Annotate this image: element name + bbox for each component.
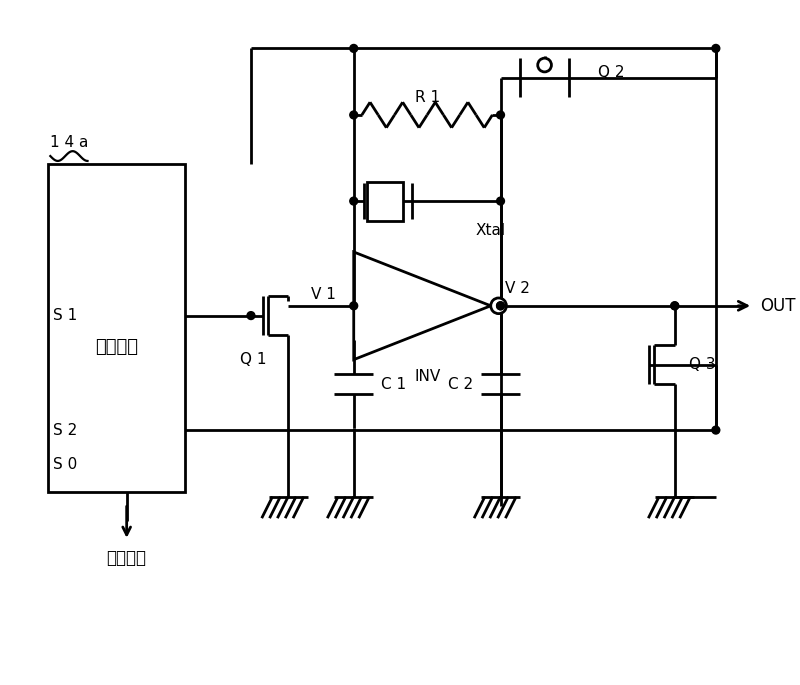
Circle shape xyxy=(712,426,720,434)
Circle shape xyxy=(247,312,255,319)
Circle shape xyxy=(497,197,505,205)
Circle shape xyxy=(671,302,678,310)
Circle shape xyxy=(490,298,506,314)
Text: S 1: S 1 xyxy=(54,308,78,323)
Circle shape xyxy=(712,45,720,52)
Circle shape xyxy=(350,302,358,310)
Text: Q 3: Q 3 xyxy=(690,357,716,372)
Text: R 1: R 1 xyxy=(414,90,440,105)
Circle shape xyxy=(350,197,358,205)
Text: Q 2: Q 2 xyxy=(598,65,625,80)
Text: 控制电路: 控制电路 xyxy=(95,338,138,356)
Text: 1 4 a: 1 4 a xyxy=(50,135,89,150)
Circle shape xyxy=(350,111,358,119)
Circle shape xyxy=(497,302,505,310)
Text: C 1: C 1 xyxy=(381,377,406,392)
Circle shape xyxy=(497,302,505,310)
Bar xyxy=(367,182,402,221)
Circle shape xyxy=(350,45,358,52)
Text: S 0: S 0 xyxy=(54,457,78,472)
Text: V 2: V 2 xyxy=(506,281,530,296)
Text: Xtal: Xtal xyxy=(476,223,506,238)
Text: Q 1: Q 1 xyxy=(240,352,266,367)
Text: S 2: S 2 xyxy=(54,423,78,438)
Circle shape xyxy=(497,111,505,119)
Text: V 1: V 1 xyxy=(311,286,336,301)
Text: INV: INV xyxy=(414,369,440,384)
Text: 信号输入: 信号输入 xyxy=(106,549,146,567)
Text: OUT: OUT xyxy=(760,297,795,315)
Bar xyxy=(48,164,186,492)
Text: C 2: C 2 xyxy=(448,377,473,392)
Circle shape xyxy=(671,302,678,310)
Circle shape xyxy=(538,58,551,72)
